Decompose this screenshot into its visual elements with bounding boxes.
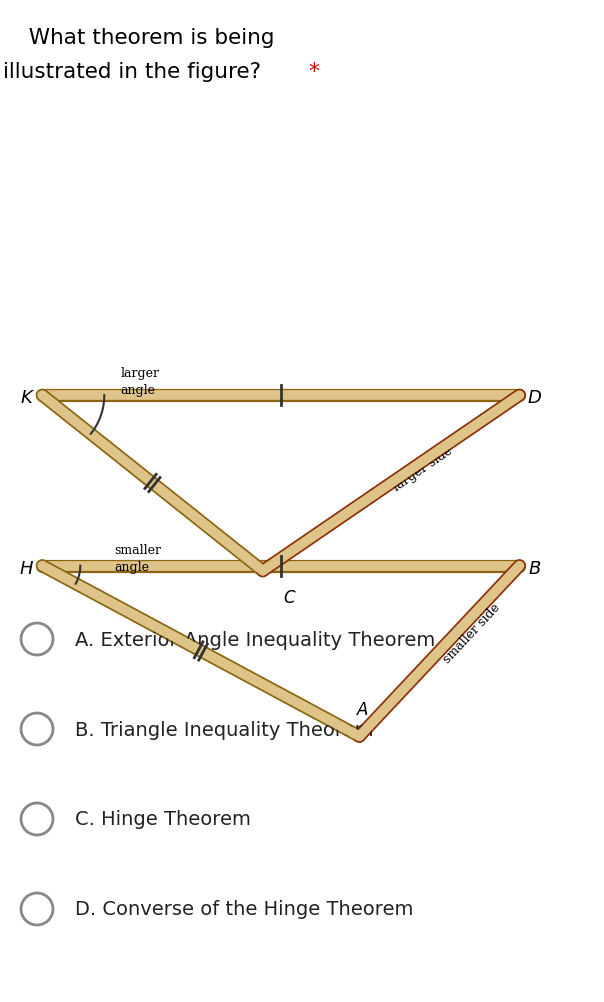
Text: smaller
angle: smaller angle	[114, 543, 161, 573]
Text: What theorem is being: What theorem is being	[15, 28, 274, 48]
Text: B: B	[528, 559, 541, 577]
Text: K: K	[21, 389, 32, 407]
Text: D. Converse of the Hinge Theorem: D. Converse of the Hinge Theorem	[75, 900, 413, 919]
Text: A. Exterior Angle Inequality Theorem: A. Exterior Angle Inequality Theorem	[75, 630, 435, 649]
Text: C: C	[283, 588, 295, 606]
Text: C. Hinge Theorem: C. Hinge Theorem	[75, 810, 251, 829]
Text: H: H	[19, 559, 33, 577]
Text: A: A	[357, 700, 368, 718]
Text: *: *	[308, 62, 319, 82]
Text: larger
angle: larger angle	[120, 367, 159, 397]
Text: larger side: larger side	[391, 444, 455, 493]
Text: smaller side: smaller side	[440, 601, 503, 665]
Text: B. Triangle Inequality Theorem: B. Triangle Inequality Theorem	[75, 719, 373, 738]
Text: D: D	[527, 389, 541, 407]
Text: illustrated in the figure?: illustrated in the figure?	[3, 62, 268, 82]
